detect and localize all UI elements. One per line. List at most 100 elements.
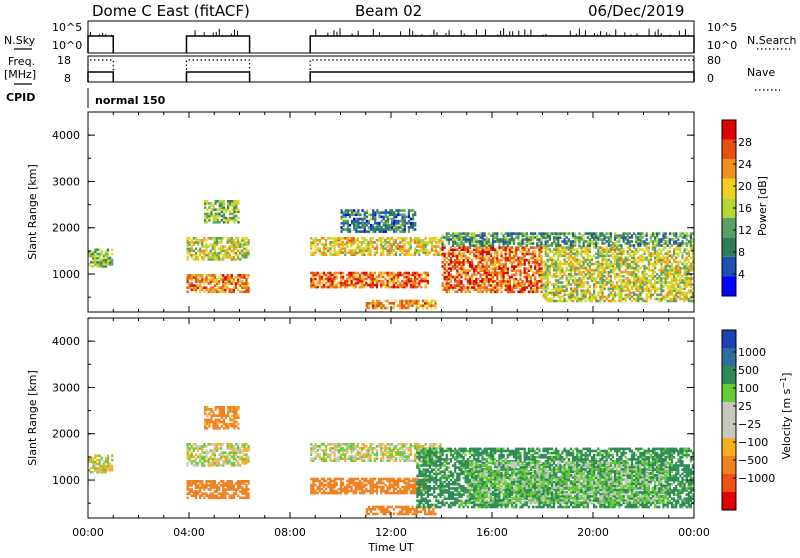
- echo-cell: [372, 307, 374, 310]
- echo-cell: [372, 304, 374, 307]
- echo-cell: [229, 274, 231, 277]
- echo-cell: [612, 281, 614, 284]
- echo-cell: [412, 209, 414, 212]
- echo-cell: [382, 304, 384, 307]
- echo-cell: [585, 246, 587, 249]
- echo-cell: [212, 458, 214, 461]
- echo-cell: [366, 302, 368, 305]
- echo-cell: [350, 237, 352, 240]
- echo-cell: [340, 272, 342, 275]
- echo-cell: [187, 497, 189, 500]
- echo-cell: [189, 454, 191, 457]
- echo-cell: [205, 254, 207, 257]
- echo-cell: [681, 287, 683, 290]
- echo-cell: [639, 248, 641, 251]
- echo-cell: [193, 460, 195, 463]
- echo-cell: [479, 232, 481, 235]
- echo-cell: [389, 286, 391, 289]
- echo-cell: [631, 261, 633, 264]
- echo-cell: [357, 209, 359, 212]
- echo-cell: [423, 278, 425, 281]
- echo-cell: [566, 246, 568, 249]
- echo-cell: [608, 300, 610, 303]
- echo-cell: [513, 232, 515, 235]
- echo-cell: [515, 278, 517, 281]
- echo-cell: [420, 239, 422, 242]
- echo-cell: [648, 246, 650, 249]
- echo-cell: [608, 294, 610, 297]
- echo-cell: [248, 480, 250, 483]
- echo-cell: [479, 251, 481, 254]
- echo-cell: [233, 492, 235, 495]
- echo-cell: [321, 286, 323, 289]
- echo-cell: [671, 298, 673, 301]
- echo-cell: [412, 253, 414, 256]
- echo-cell: [403, 304, 405, 307]
- echo-cell: [193, 480, 195, 483]
- echo-cell: [374, 251, 376, 254]
- echo-cell: [399, 272, 401, 275]
- echo-cell: [561, 275, 563, 278]
- echo-cell: [359, 245, 361, 248]
- echo-cell: [215, 414, 217, 417]
- freq-trace-segment: [186, 72, 249, 82]
- echo-cell: [221, 425, 223, 428]
- echo-cell: [193, 237, 195, 240]
- echo-cell: [214, 284, 216, 287]
- echo-cell: [540, 255, 542, 258]
- echo-cell: [387, 272, 389, 275]
- echo-cell: [217, 406, 219, 409]
- echo-cell: [528, 248, 530, 251]
- echo-cell: [399, 220, 401, 223]
- echo-cell: [210, 286, 212, 289]
- range-tick-label: 2000: [52, 222, 80, 235]
- echo-cell: [524, 232, 526, 235]
- echo-cell: [450, 257, 452, 260]
- echo-cell: [446, 253, 448, 256]
- echo-cell: [235, 464, 237, 467]
- echo-cell: [248, 282, 250, 285]
- echo-cell: [395, 214, 397, 217]
- echo-cell: [467, 238, 469, 241]
- echo-cell: [187, 274, 189, 277]
- echo-cell: [241, 480, 243, 483]
- echo-cell: [650, 279, 652, 282]
- echo-cell: [111, 253, 113, 256]
- echo-cell: [372, 241, 374, 244]
- echo-cell: [195, 274, 197, 277]
- echo-cell: [665, 246, 667, 249]
- echo-cell: [222, 245, 224, 248]
- echo-cell: [222, 274, 224, 277]
- echo-cell: [208, 488, 210, 491]
- echo-cell: [467, 286, 469, 289]
- echo-cell: [384, 278, 386, 281]
- echo-cell: [646, 273, 648, 276]
- echo-cell: [357, 251, 359, 254]
- echo-cell: [197, 456, 199, 459]
- echo-cell: [631, 250, 633, 253]
- echo-cell: [217, 213, 219, 216]
- echo-cell: [225, 423, 227, 426]
- echo-cell: [191, 451, 193, 454]
- echo-cell: [210, 449, 212, 452]
- nave-tick-bottom: 0: [707, 72, 714, 85]
- echo-cell: [410, 237, 412, 240]
- echo-cell: [397, 226, 399, 229]
- echo-cell: [460, 253, 462, 256]
- echo-cell: [237, 250, 239, 253]
- echo-cell: [312, 272, 314, 275]
- echo-cell: [616, 244, 618, 247]
- echo-cell: [372, 224, 374, 227]
- echo-cell: [551, 275, 553, 278]
- echo-cell: [201, 250, 203, 253]
- echo-cell: [96, 459, 98, 462]
- echo-cell: [346, 251, 348, 254]
- echo-cell: [403, 300, 405, 303]
- echo-cell: [193, 456, 195, 459]
- echo-cell: [625, 269, 627, 272]
- echo-cell: [650, 275, 652, 278]
- echo-cell: [364, 211, 366, 214]
- echo-cell: [635, 273, 637, 276]
- echo-cell: [625, 289, 627, 292]
- echo-cell: [378, 237, 380, 240]
